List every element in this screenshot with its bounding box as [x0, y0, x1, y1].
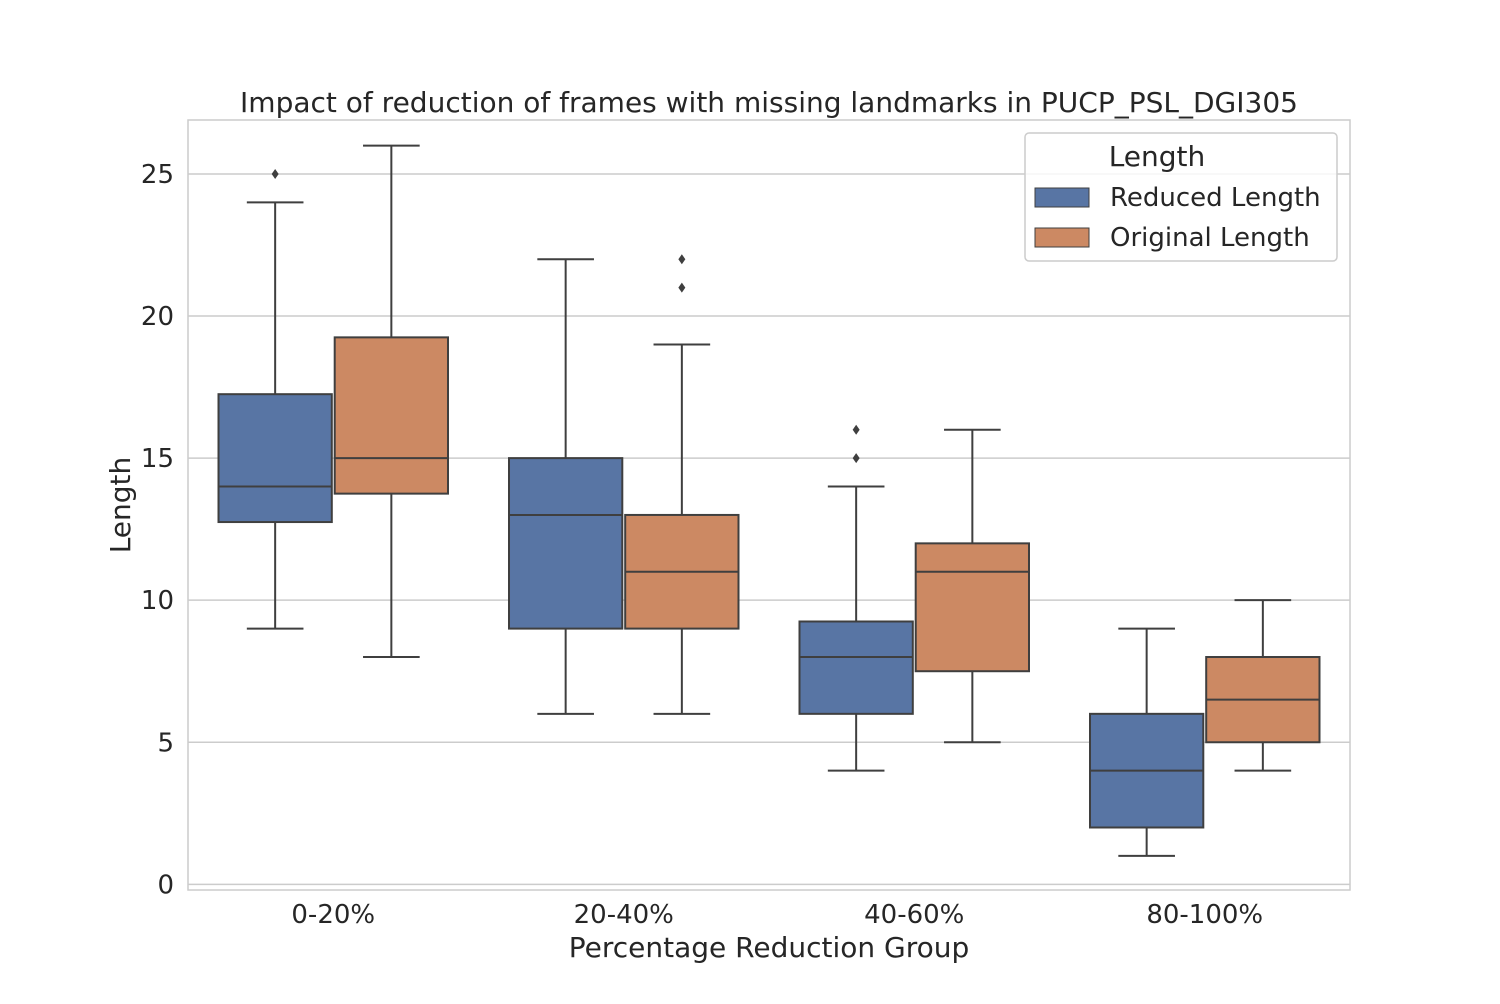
box-group — [1205, 599, 1321, 772]
y-tick-label: 15 — [141, 444, 174, 474]
box-group — [508, 258, 624, 715]
outlier-point — [852, 424, 860, 435]
x-tick-label: 80-100% — [1146, 900, 1263, 930]
legend-title: Length — [1109, 140, 1206, 173]
box-body — [333, 336, 449, 495]
x-tick-label: 0-20% — [291, 900, 375, 930]
box-body — [914, 542, 1030, 673]
legend-label-original-length: Original Length — [1110, 223, 1310, 253]
box-layer — [217, 144, 1321, 857]
box-group — [217, 168, 333, 630]
legend: Length Reduced Length Original Length — [1024, 132, 1338, 262]
outlier-point — [271, 168, 279, 179]
legend-label-reduced-length: Reduced Length — [1110, 183, 1321, 213]
y-axis-label: Length — [104, 457, 137, 554]
box-group — [624, 254, 740, 715]
chart-title: Impact of reduction of frames with missi… — [240, 86, 1298, 119]
y-tick-label: 5 — [157, 728, 174, 758]
x-tick-label: 40-60% — [864, 900, 964, 930]
outlier-point — [852, 453, 860, 464]
x-axis-label: Percentage Reduction Group — [569, 931, 970, 964]
y-tick-label: 25 — [141, 160, 174, 190]
box-group — [333, 144, 449, 659]
box-body — [798, 620, 914, 715]
y-tick-label: 20 — [141, 302, 174, 332]
legend-swatch-original-length — [1034, 227, 1090, 248]
box-group — [914, 428, 1030, 744]
legend-frame — [1024, 132, 1338, 262]
outlier-point — [678, 282, 686, 293]
outlier-point — [678, 254, 686, 265]
box-body — [217, 393, 333, 524]
y-tick-label: 10 — [141, 586, 174, 616]
axis-layer: 0 5 10 15 20 25 0-20% 20-40% 40-60% 80-100% — [141, 160, 1263, 930]
box-body — [508, 457, 624, 630]
y-tick-label: 0 — [157, 870, 174, 900]
legend-swatch-reduced-length — [1034, 187, 1090, 208]
plot-frame — [187, 119, 1351, 891]
box-group — [1089, 627, 1205, 857]
box-group — [798, 424, 914, 772]
x-tick-label: 20-40% — [574, 900, 674, 930]
